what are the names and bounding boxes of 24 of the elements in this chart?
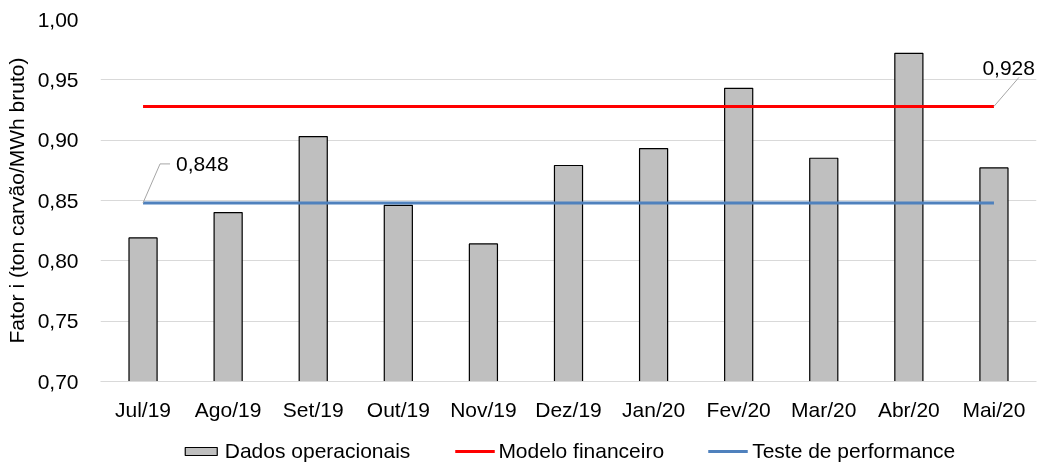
data-label: 0,928	[982, 56, 1035, 80]
x-tick-label: Dez/19	[535, 397, 602, 421]
x-tick-label: Mar/20	[791, 397, 857, 421]
y-tick-label: 0,90	[37, 128, 79, 152]
y-axis-title: Fator i (ton carvão/MWh bruto)	[4, 57, 28, 344]
x-tick-label: Out/19	[366, 397, 430, 421]
y-tick-label: 0,75	[37, 309, 79, 333]
y-tick-label: 0,85	[37, 188, 79, 212]
x-tick-label: Ago/19	[194, 397, 262, 421]
legend-label: Teste de performance	[752, 438, 956, 463]
x-tick-label: Abr/20	[877, 397, 940, 421]
y-tick-label: 1,00	[37, 7, 79, 31]
data-label: 0,848	[176, 151, 229, 175]
legend-label: Dados operacionais	[224, 438, 411, 463]
x-tick-label: Nov/19	[450, 397, 517, 421]
y-tick-label: 0,95	[37, 67, 79, 91]
legend-label: Modelo financeiro	[498, 438, 665, 463]
x-tick-label: Fev/20	[706, 397, 771, 421]
y-tick-label: 0,70	[37, 369, 79, 393]
x-tick-label: Set/19	[282, 397, 344, 421]
x-tick-label: Jan/20	[622, 397, 686, 421]
y-tick-label: 0,80	[37, 248, 79, 272]
x-tick-label: Mai/20	[962, 397, 1026, 421]
x-tick-label: Jul/19	[115, 397, 172, 421]
